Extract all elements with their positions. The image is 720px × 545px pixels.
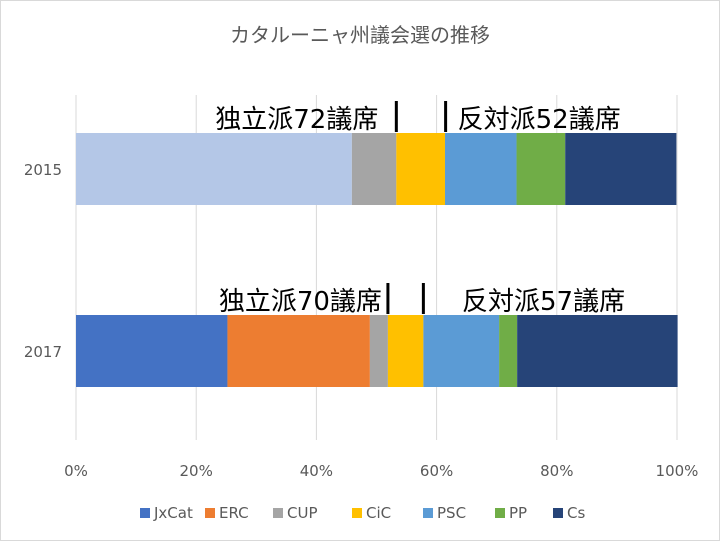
x-tick-label: 100% — [656, 462, 699, 480]
legend-label-ERC: ERC — [219, 504, 249, 522]
legend-swatch-CUP — [273, 508, 283, 518]
legend-label-CUP: CUP — [287, 504, 318, 522]
bar-segment-CUP — [369, 315, 388, 387]
legend-label-Cs: Cs — [567, 504, 585, 522]
category-label: 2017 — [24, 343, 62, 361]
opposition-seats-label: 反対派57議席 — [462, 287, 625, 317]
independence-seats-label: 独立派72議席 — [215, 105, 378, 135]
legend-label-CiC: CiC — [366, 504, 391, 522]
independence-seats-label: 独立派70議席 — [219, 287, 382, 317]
bar-segment-PSC — [423, 315, 500, 387]
bar-segment-PSC — [445, 133, 517, 205]
legend-swatch-JxCat — [140, 508, 150, 518]
bar-segment-other — [76, 133, 352, 205]
bar-segment-CiC — [396, 133, 446, 205]
x-tick-label: 40% — [300, 462, 333, 480]
legend-swatch-PP — [495, 508, 505, 518]
legend-label-JxCat: JxCat — [153, 504, 193, 522]
legend-label-PSC: PSC — [437, 504, 466, 522]
legend-swatch-PSC — [423, 508, 433, 518]
category-label: 2015 — [24, 161, 62, 179]
legend-label-PP: PP — [509, 504, 527, 522]
x-tick-label: 20% — [180, 462, 213, 480]
x-tick-label: 60% — [420, 462, 453, 480]
bar-segment-Cs — [517, 315, 678, 387]
bar-segment-JxCat — [76, 315, 228, 387]
x-tick-label: 0% — [64, 462, 88, 480]
x-tick-label: 80% — [540, 462, 573, 480]
legend-swatch-Cs — [553, 508, 563, 518]
legend-swatch-ERC — [205, 508, 215, 518]
chart-title: カタルーニャ州議会選の推移 — [230, 23, 490, 47]
legend-swatch-CiC — [352, 508, 362, 518]
bar-segment-ERC — [227, 315, 370, 387]
bar-segment-PP — [516, 133, 566, 205]
bar-segment-PP — [499, 315, 518, 387]
opposition-seats-label: 反対派52議席 — [458, 105, 621, 135]
bar-segment-Cs — [565, 133, 677, 205]
bar-segment-CiC — [387, 315, 424, 387]
bar-segment-CUP — [351, 133, 397, 205]
